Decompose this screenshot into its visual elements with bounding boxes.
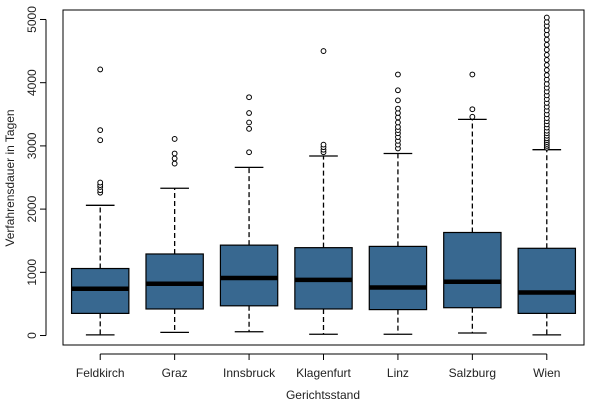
outlier-point <box>469 71 476 78</box>
x-tick-label: Salzburg <box>449 366 496 380</box>
outlier-point <box>246 125 252 132</box>
iqr-box <box>517 247 577 314</box>
outlier-point <box>97 179 104 186</box>
iqr-box <box>219 244 279 307</box>
y-axis-title: Verfahrensdauer in Tagen <box>3 109 17 246</box>
box-group <box>70 66 130 336</box>
outlier-point <box>97 66 104 73</box>
outlier-point <box>543 14 550 21</box>
box-group <box>443 71 502 334</box>
outlier-point <box>469 113 476 120</box>
outlier-point <box>469 106 476 113</box>
outlier-point <box>395 105 401 112</box>
outlier-point <box>543 57 550 63</box>
box-group <box>145 136 204 334</box>
y-axis: 0 1000 2000 3000 4000 5000 <box>25 6 47 339</box>
x-axis: Feldkirch Graz Innsbruck Klagenfurt Linz Salz… <box>76 353 560 380</box>
x-tick-label: Feldkirch <box>76 366 125 380</box>
y-tick-label: 4000 <box>25 69 39 96</box>
outlier-point <box>97 127 104 133</box>
y-tick-label: 3000 <box>25 132 39 159</box>
y-tick-label: 5000 <box>25 6 39 33</box>
boxes-layer <box>70 14 577 336</box>
outlier-point <box>171 150 178 157</box>
outlier-point <box>246 119 252 126</box>
outlier-point <box>395 87 401 94</box>
outlier-point <box>171 160 178 167</box>
x-tick-label: Linz <box>387 366 409 380</box>
outlier-point <box>543 62 550 68</box>
outlier-point <box>395 119 401 126</box>
box-group <box>219 94 279 333</box>
outlier-point <box>543 36 550 43</box>
y-tick-label: 0 <box>25 332 39 339</box>
outlier-point <box>320 141 327 148</box>
iqr-box <box>443 231 502 309</box>
x-tick-label: Graz <box>162 366 188 380</box>
outlier-point <box>171 155 178 162</box>
x-tick-label: Klagenfurt <box>296 366 351 380</box>
y-tick-label: 2000 <box>25 195 39 222</box>
box-group <box>294 48 353 335</box>
outlier-point <box>395 71 401 78</box>
outlier-point <box>171 136 178 142</box>
outlier-point <box>543 46 550 53</box>
outlier-point <box>97 137 104 144</box>
box-group <box>368 71 428 335</box>
outlier-point <box>543 51 550 58</box>
outlier-point <box>395 97 401 104</box>
outlier-point <box>246 94 252 101</box>
y-tick-label: 1000 <box>25 259 39 286</box>
box-group <box>517 14 577 336</box>
plot-frame <box>62 9 585 346</box>
outlier-point <box>543 67 550 73</box>
x-tick-label: Wien <box>533 366 560 380</box>
outlier-point <box>320 48 327 54</box>
outlier-point <box>543 72 550 79</box>
x-tick-label: Innsbruck <box>223 366 276 380</box>
outlier-point <box>246 149 252 156</box>
iqr-box <box>368 245 428 311</box>
x-axis-title: Gerichtsstand <box>286 388 360 402</box>
outlier-point <box>246 110 252 116</box>
outlier-point <box>543 41 550 48</box>
